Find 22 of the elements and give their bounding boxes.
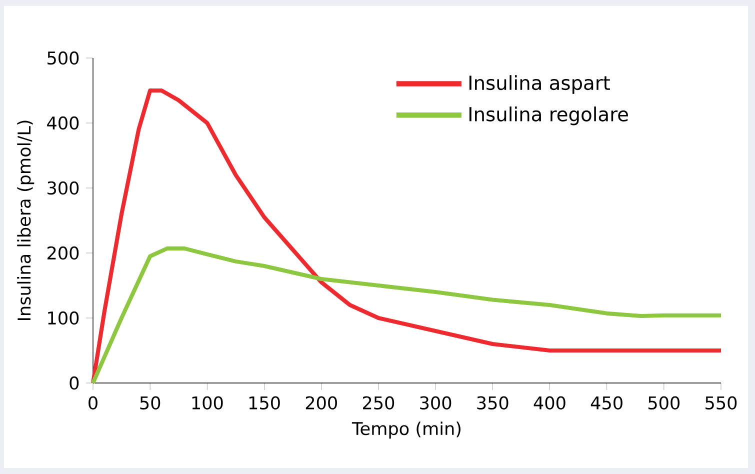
x-tick-label: 200 — [306, 396, 337, 410]
x-tick-label: 350 — [477, 396, 508, 410]
x-tick-label: 250 — [362, 396, 394, 410]
y-tick-label: 400 — [47, 116, 79, 130]
x-tick-label: 500 — [648, 396, 680, 410]
y-tick-label: 100 — [48, 311, 79, 325]
legend-label: Insulina regolare — [469, 106, 628, 126]
x-axis-title: Tempo (min) — [352, 422, 460, 439]
y-axis-title: Insulina libera (pmol/L) — [17, 120, 34, 320]
y-tick-label: 0 — [70, 376, 79, 390]
legend-label: Insulina aspart — [469, 75, 610, 94]
x-tick-label: 150 — [249, 396, 280, 410]
x-tick-label: 400 — [534, 396, 566, 410]
x-tick-label: 550 — [706, 396, 737, 410]
y-tick-label: 500 — [48, 51, 79, 65]
x-tick-label: 300 — [420, 396, 452, 410]
y-tick-label: 300 — [48, 181, 79, 195]
x-tick-label: 450 — [590, 396, 622, 410]
x-tick-label: 100 — [192, 396, 223, 410]
x-tick-label: 0 — [88, 396, 98, 410]
y-tick-label: 200 — [48, 246, 79, 260]
x-tick-label: 50 — [140, 396, 160, 410]
